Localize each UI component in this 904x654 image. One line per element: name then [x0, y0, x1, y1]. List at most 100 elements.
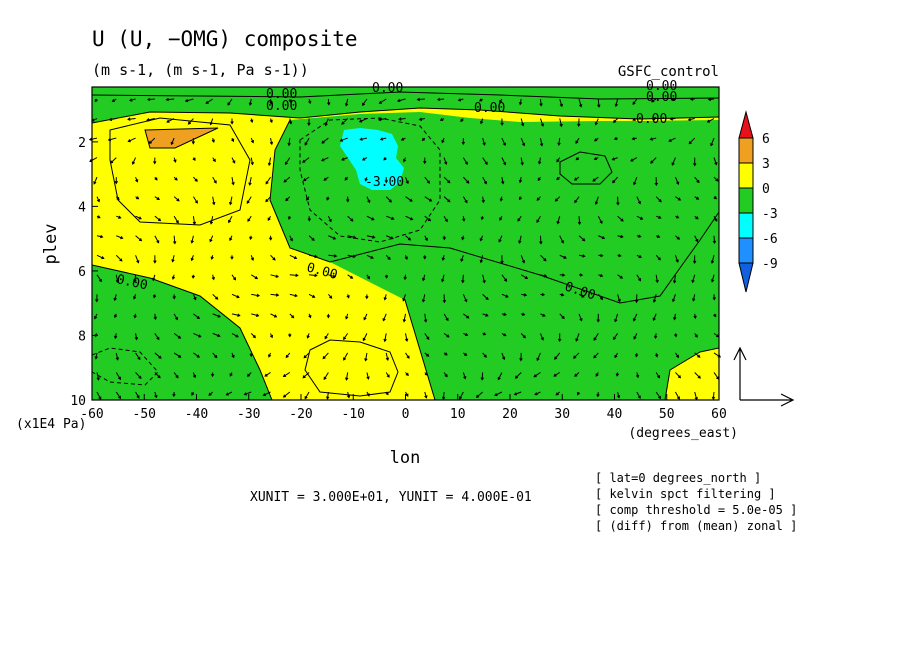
wind-vector	[675, 372, 682, 379]
wind-vector	[282, 372, 291, 378]
wind-vector	[497, 372, 503, 381]
wind-vector	[423, 313, 428, 323]
wind-vector	[598, 235, 606, 240]
wind-vector	[652, 313, 657, 322]
wind-vector	[96, 391, 102, 400]
wind-vector	[212, 352, 218, 359]
wind-vector	[270, 313, 278, 318]
wind-vector	[713, 157, 718, 166]
wind-vector	[366, 196, 371, 204]
wind-vector	[403, 274, 407, 281]
wind-vector	[285, 352, 291, 359]
wind-vector	[383, 333, 387, 343]
wind-vector	[134, 333, 139, 341]
wind-vector	[479, 255, 484, 264]
wind-vector	[191, 391, 195, 396]
wind-vector	[424, 215, 432, 222]
wind-vector	[537, 157, 542, 165]
wind-vector	[385, 196, 392, 203]
wind-vector	[615, 372, 620, 377]
wind-vector	[288, 98, 292, 104]
wind-vector	[614, 352, 619, 359]
wind-vector	[385, 352, 390, 361]
x-tick-label: 0	[402, 407, 410, 422]
y-axis-label: plev	[41, 224, 61, 265]
wind-vector	[251, 293, 261, 298]
wind-vector	[268, 352, 272, 358]
wind-vector	[148, 137, 156, 145]
wind-vector	[482, 274, 486, 284]
wind-vector	[633, 176, 638, 186]
wind-vector	[135, 215, 142, 220]
wind-vector	[135, 372, 142, 379]
wind-vector	[347, 274, 354, 279]
wind-vector	[655, 372, 661, 379]
wind-vector	[559, 293, 565, 297]
wind-vector	[675, 235, 681, 240]
wind-vector	[462, 372, 467, 380]
wind-vector	[133, 274, 137, 283]
wind-vector	[494, 391, 503, 397]
colorbar-box	[738, 212, 754, 239]
x-axis: -60 -50 -40 -30 -20 -10 0 10 20 30 40 50 60	[80, 394, 727, 422]
wind-vector	[687, 117, 695, 122]
wind-vector	[499, 196, 504, 202]
wind-vector	[359, 137, 368, 141]
wind-vector	[463, 332, 469, 337]
wind-vector	[165, 97, 175, 102]
wind-vector	[520, 137, 526, 147]
wind-vector	[652, 294, 657, 303]
wind-vector	[154, 235, 160, 244]
wind-vector	[113, 313, 118, 319]
wind-vector	[424, 372, 428, 376]
wind-vector	[462, 176, 470, 184]
wind-vector	[655, 196, 662, 203]
wind-vector	[328, 274, 337, 278]
wind-vector	[597, 294, 604, 301]
wind-vector	[711, 391, 716, 401]
wind-vector	[154, 176, 158, 181]
colorbar-label: -6	[762, 232, 778, 247]
wind-vector	[365, 294, 369, 300]
wind-vector	[358, 118, 368, 123]
fill-region-negative	[330, 212, 719, 400]
wind-vector	[463, 352, 468, 356]
wind-vector	[184, 98, 194, 103]
wind-vector	[501, 157, 507, 166]
wind-vector	[208, 391, 214, 396]
x-tick-label: 60	[711, 407, 727, 422]
wind-vector	[210, 255, 214, 260]
wind-vector	[633, 333, 638, 340]
wind-vector	[289, 313, 295, 319]
wind-vector	[383, 294, 387, 301]
wind-vector	[499, 98, 503, 104]
wind-vector	[636, 215, 644, 220]
wind-vector	[170, 137, 175, 146]
wind-vector	[713, 215, 718, 222]
x-axis-label: lon	[390, 448, 421, 468]
wind-vector	[630, 157, 638, 162]
wind-vector	[675, 196, 682, 201]
wind-vector	[573, 176, 580, 181]
wind-vector	[405, 372, 409, 377]
wind-vector	[366, 391, 370, 397]
wind-vector	[153, 157, 157, 165]
wind-vector	[154, 333, 160, 341]
wind-vector	[269, 98, 273, 105]
wind-vector	[655, 215, 662, 219]
wind-vector	[135, 196, 140, 200]
contour-label: 0.00	[266, 87, 297, 102]
wind-vector	[304, 137, 310, 146]
wind-vector	[190, 235, 194, 244]
wind-vector	[575, 157, 580, 161]
wind-vector	[265, 196, 271, 203]
wind-vector	[694, 176, 700, 184]
wind-vector	[262, 391, 271, 397]
wind-vector	[396, 98, 406, 103]
wind-vector	[559, 98, 563, 108]
wind-vector	[573, 352, 580, 359]
wind-vector	[706, 118, 715, 123]
wind-vector	[632, 117, 638, 121]
wind-vector	[324, 118, 329, 127]
wind-vector	[289, 254, 298, 260]
